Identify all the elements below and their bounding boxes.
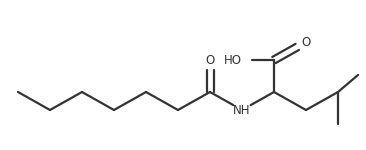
Text: HO: HO — [224, 54, 242, 66]
Text: O: O — [301, 36, 311, 48]
Text: NH: NH — [233, 103, 251, 117]
Text: O: O — [205, 54, 214, 66]
